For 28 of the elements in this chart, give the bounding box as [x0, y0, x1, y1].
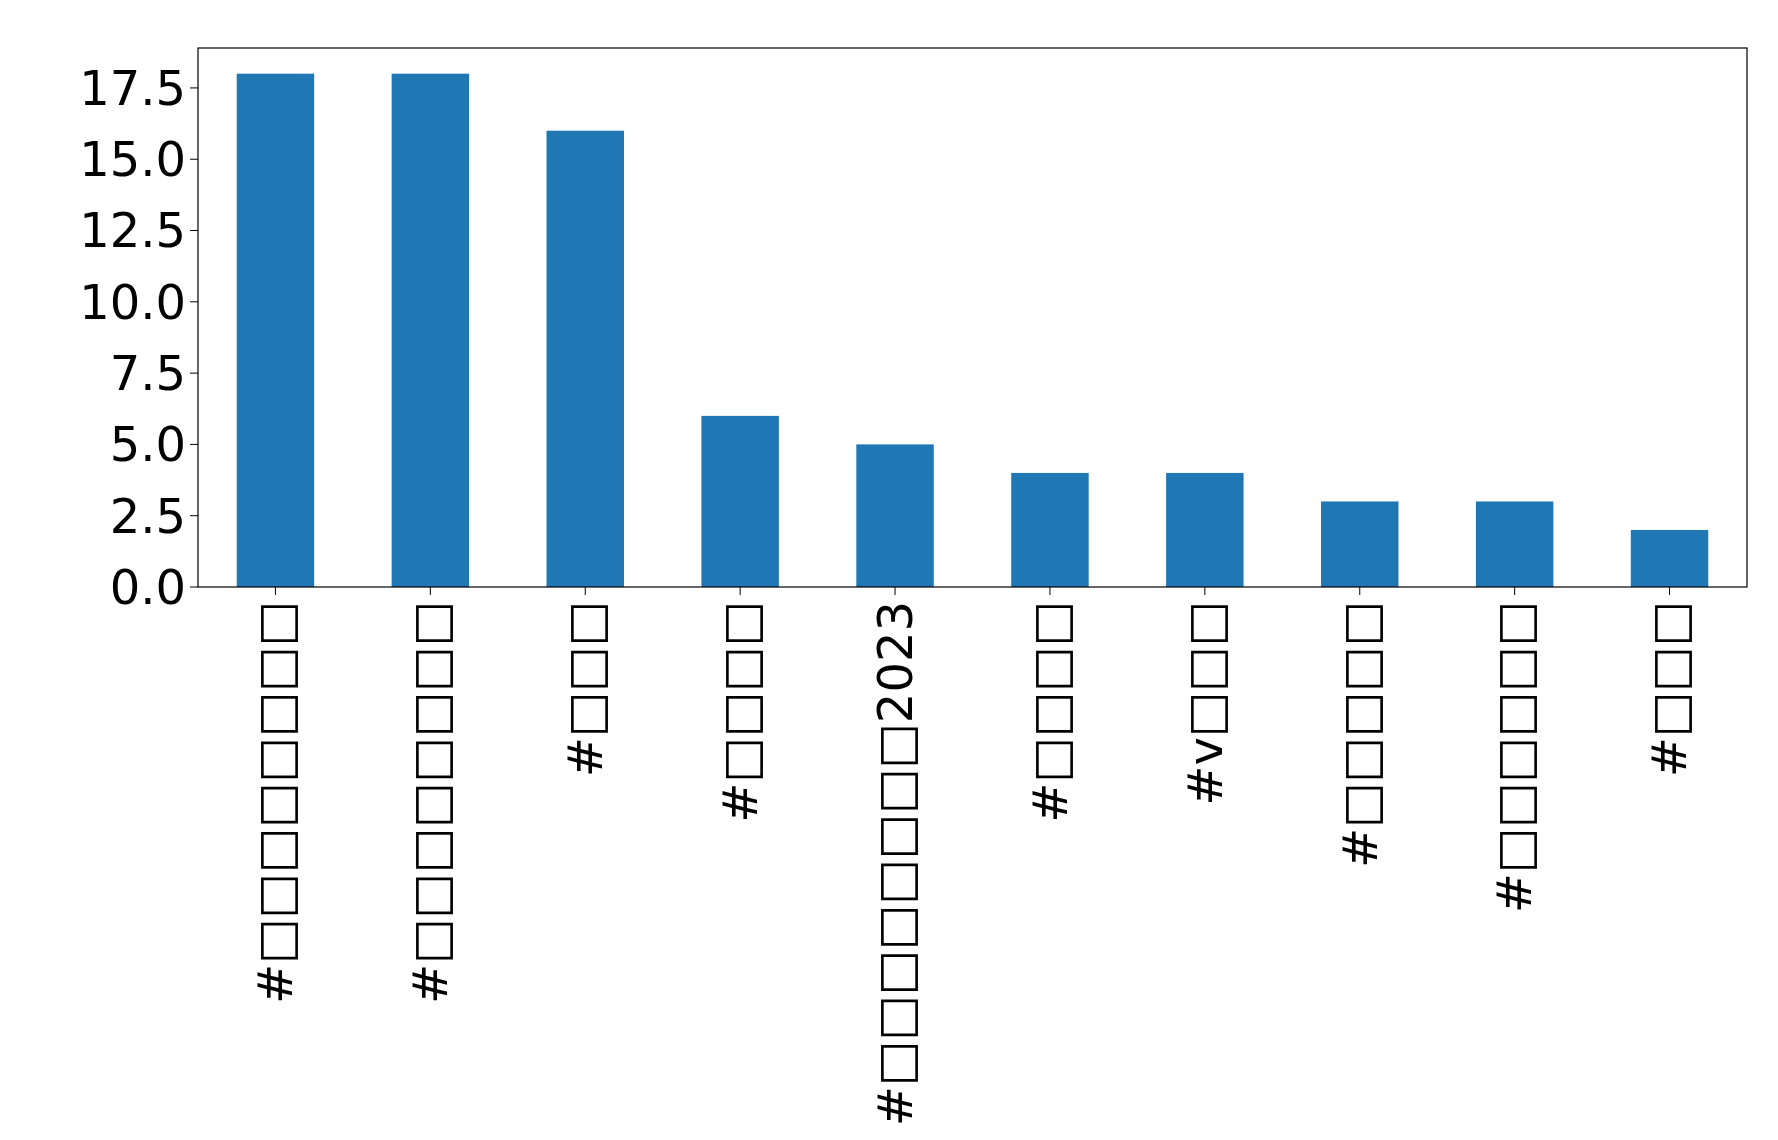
- bar: [1630, 529, 1709, 587]
- x-tick-label: #□□□□□□: [1486, 601, 1543, 914]
- x-tick-label: #v□□□: [1176, 601, 1233, 806]
- bar: [1321, 501, 1399, 587]
- bar: [856, 444, 934, 587]
- x-tick-label: #□□□: [1641, 601, 1698, 778]
- x-tick-label: #□□□□□□□□2023: [866, 601, 923, 1127]
- bar: [1475, 501, 1554, 587]
- x-tick-label: #□□□□: [1021, 601, 1078, 823]
- y-tick-label: 7.5: [109, 344, 186, 401]
- bar: [236, 73, 315, 587]
- y-tick-label: 2.5: [109, 487, 186, 544]
- bar: [546, 130, 624, 587]
- y-tick-label: 15.0: [79, 131, 186, 188]
- bar: [1011, 472, 1089, 587]
- y-tick-label: 17.5: [79, 59, 186, 116]
- x-tick-label: #□□□□: [711, 601, 768, 823]
- y-tick-label: 0.0: [109, 558, 186, 615]
- x-tick-label: #□□□□□□□□: [402, 601, 459, 1005]
- bar: [1166, 472, 1244, 587]
- bar: [701, 415, 779, 587]
- y-tick-label: 10.0: [79, 273, 186, 330]
- x-tick-label: #□□□: [557, 601, 614, 778]
- x-tick-label: #□□□□□: [1331, 601, 1388, 868]
- bar: [391, 73, 470, 587]
- x-tick-label: #□□□□□□□□: [247, 601, 304, 1005]
- y-tick-label: 5.0: [109, 416, 186, 473]
- y-tick-label: 12.5: [79, 202, 186, 259]
